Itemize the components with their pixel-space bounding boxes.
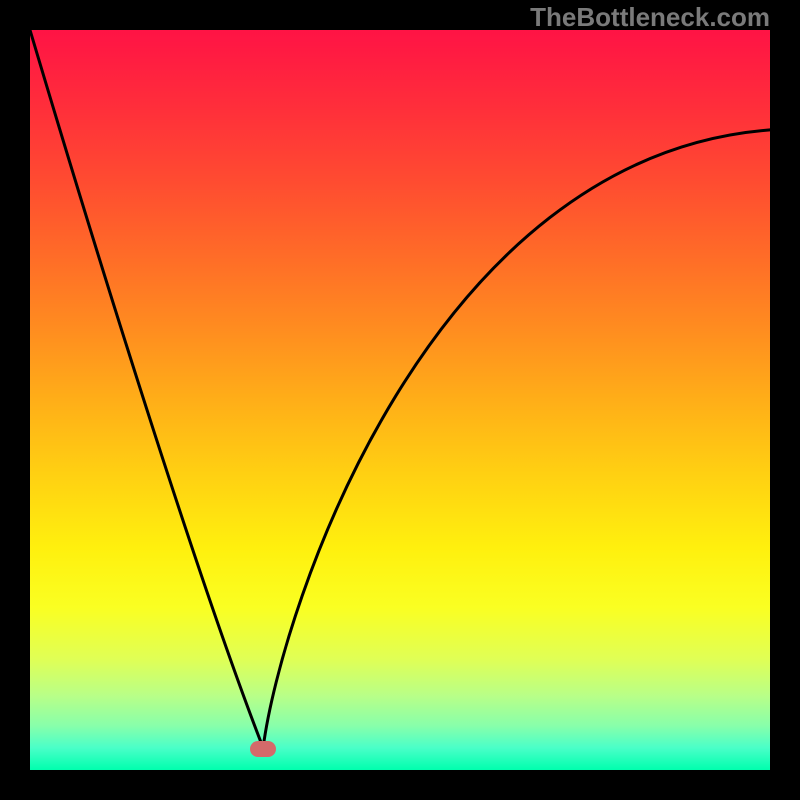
bottleneck-curve xyxy=(0,0,800,800)
v-curve-path xyxy=(30,30,770,748)
optimum-marker xyxy=(250,741,276,757)
watermark-text: TheBottleneck.com xyxy=(530,2,770,33)
chart-canvas: TheBottleneck.com xyxy=(0,0,800,800)
